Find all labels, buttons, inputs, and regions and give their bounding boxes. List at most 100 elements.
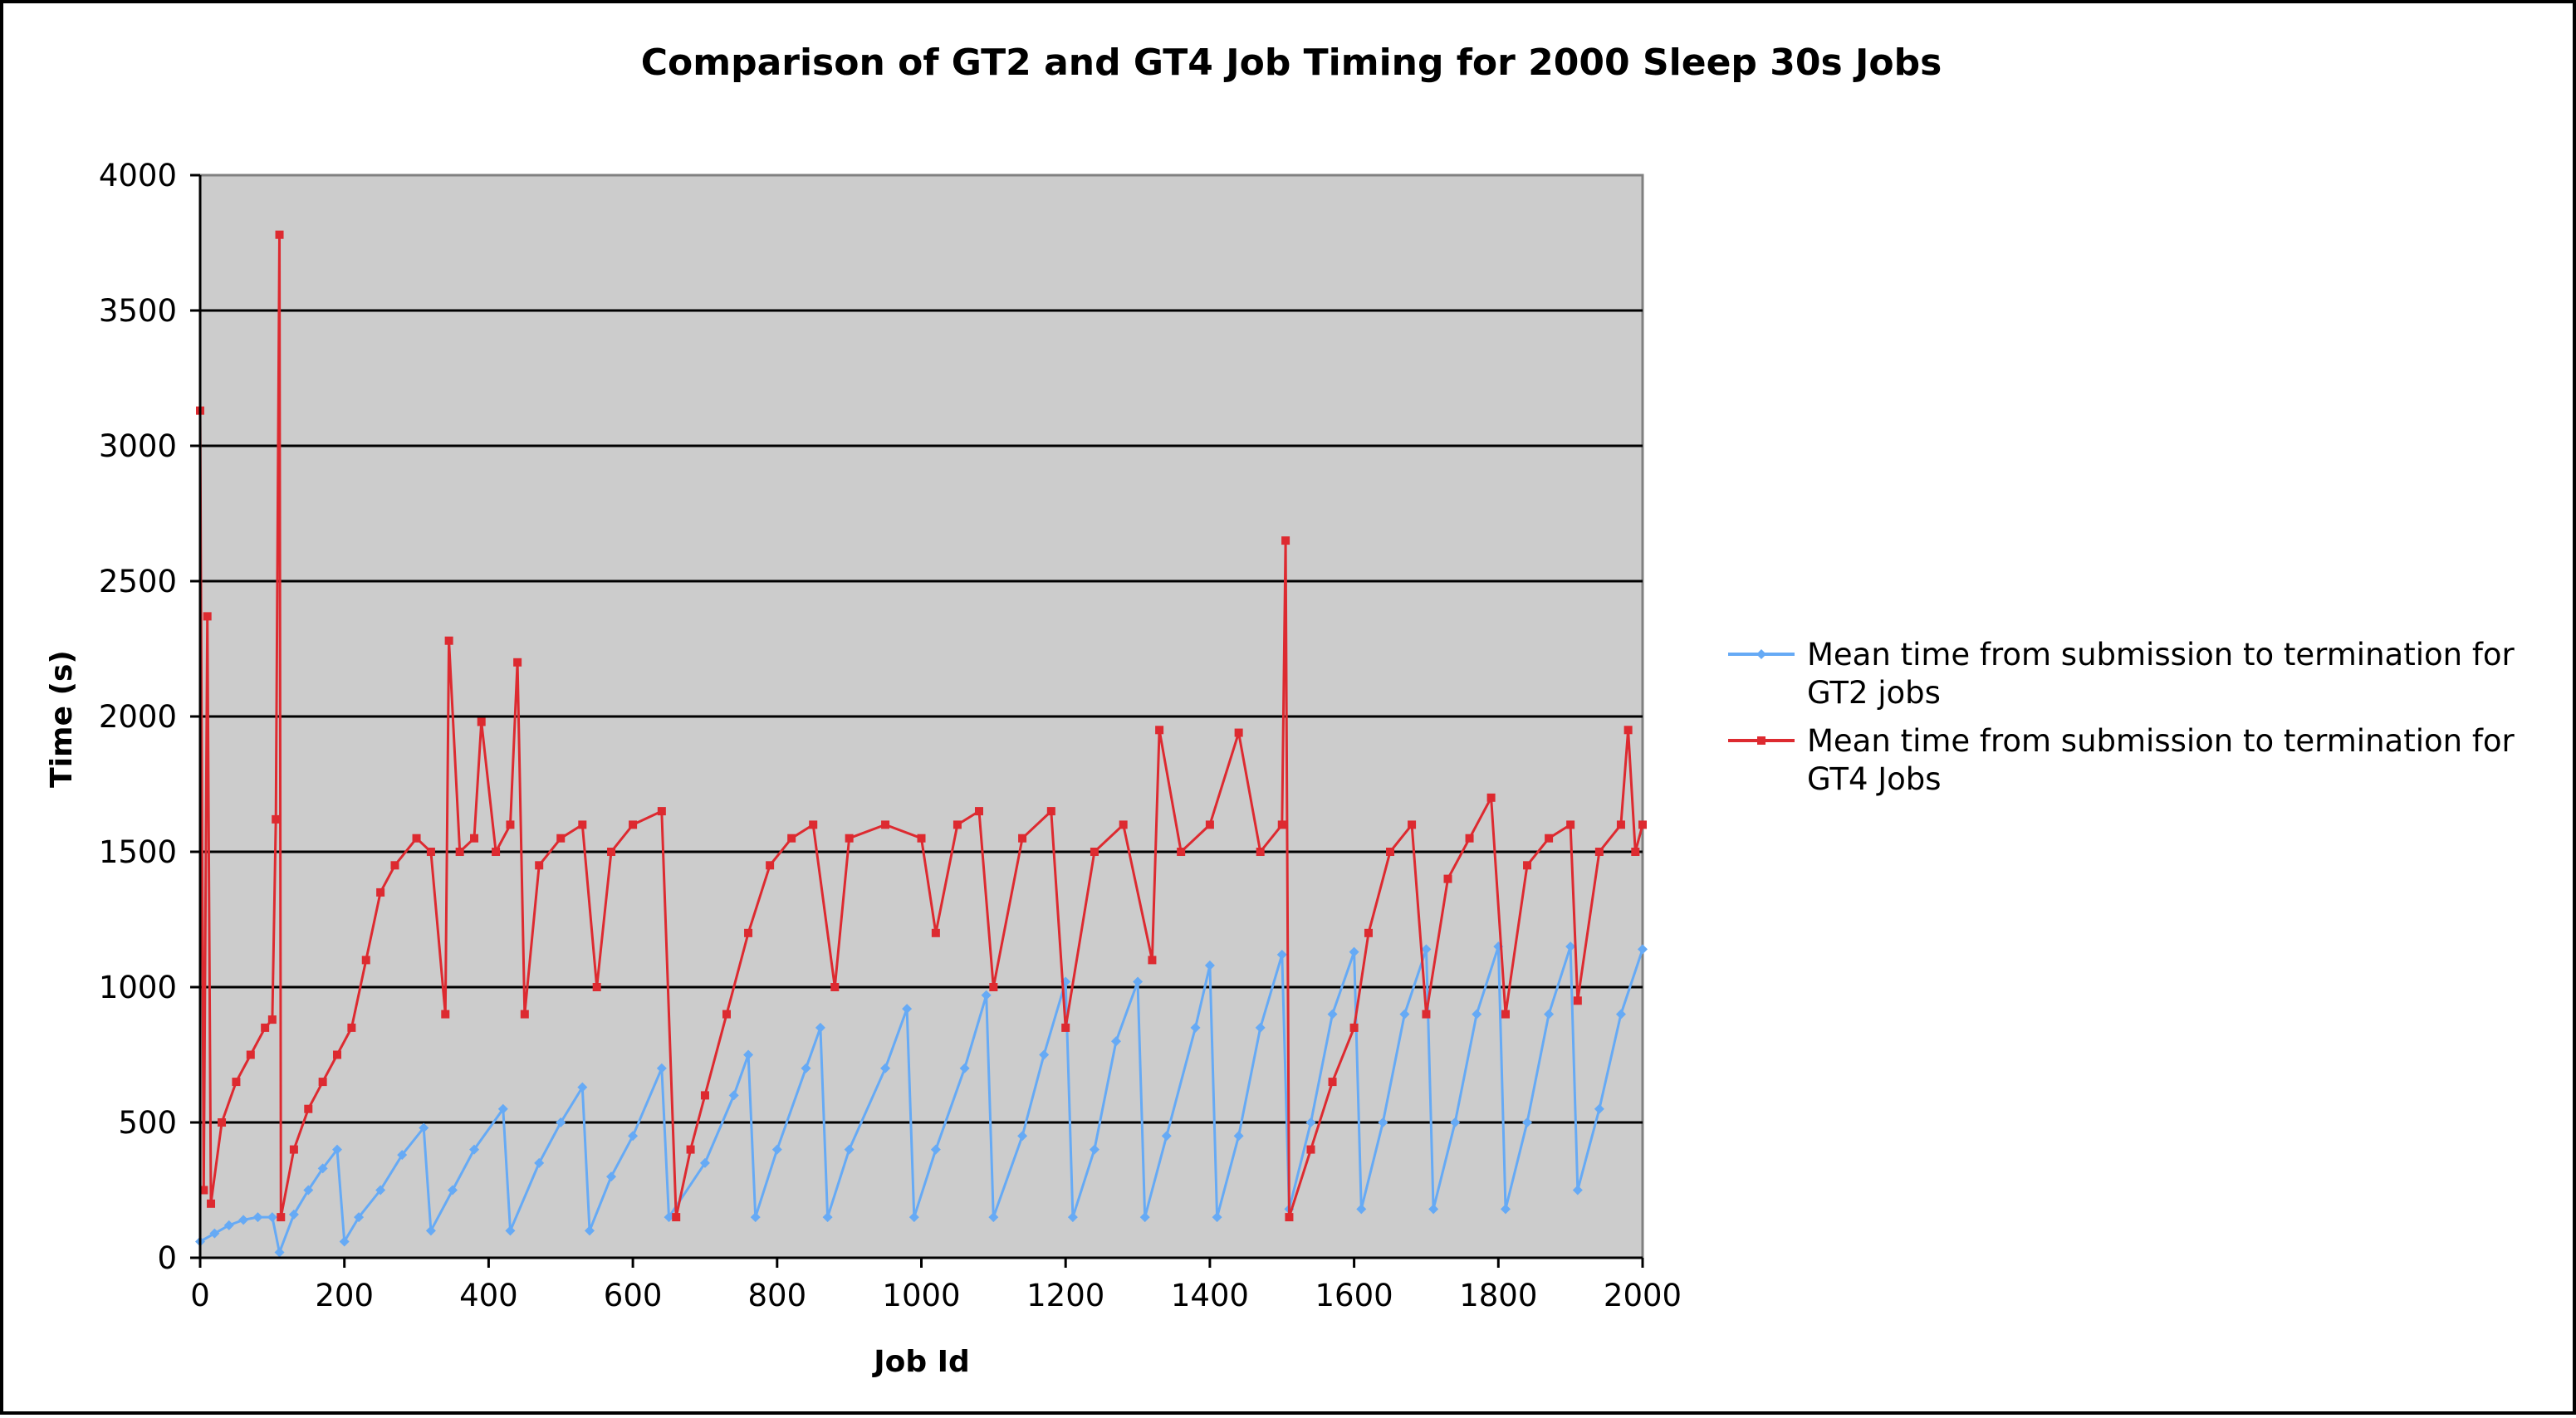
data-point <box>218 1118 227 1127</box>
data-point <box>822 1212 833 1223</box>
data-point <box>497 1103 508 1114</box>
data-point <box>917 834 926 843</box>
data-point <box>534 1157 545 1168</box>
x-tick-label: 2000 <box>1604 1278 1682 1313</box>
data-point <box>556 834 566 843</box>
data-point <box>354 1212 365 1223</box>
data-point <box>656 1063 667 1073</box>
data-point <box>1133 976 1144 987</box>
data-point <box>203 612 212 621</box>
data-point <box>750 1212 761 1223</box>
data-point <box>1327 1009 1338 1019</box>
data-point <box>1386 848 1395 856</box>
data-point <box>1204 960 1215 971</box>
data-point <box>1399 1009 1410 1019</box>
data-point <box>274 1247 285 1258</box>
data-point <box>1523 861 1532 870</box>
x-tick-label: 400 <box>459 1278 518 1313</box>
data-point <box>801 1063 811 1073</box>
data-point <box>332 1144 343 1155</box>
data-point <box>390 861 399 870</box>
data-point <box>455 848 464 856</box>
data-point <box>672 1213 681 1222</box>
data-point <box>419 1122 429 1133</box>
y-tick-label: 0 <box>157 1240 177 1276</box>
data-point <box>397 1150 408 1161</box>
data-point <box>1631 848 1640 856</box>
data-point <box>288 1209 299 1220</box>
data-point <box>902 1004 913 1015</box>
data-point <box>1428 1204 1439 1215</box>
data-point <box>1119 820 1128 829</box>
data-point <box>881 820 890 829</box>
gridlines <box>200 309 1643 1124</box>
data-point <box>505 1225 516 1236</box>
data-point <box>1356 1204 1367 1215</box>
data-point <box>1615 1009 1626 1019</box>
data-point <box>1190 1022 1201 1033</box>
data-point <box>743 1049 754 1060</box>
data-point <box>988 1212 999 1223</box>
data-point <box>845 834 854 843</box>
data-point <box>317 1163 328 1174</box>
data-point <box>1522 1117 1533 1127</box>
x-tick-label: 200 <box>315 1278 374 1313</box>
series-line-1 <box>199 945 1644 1254</box>
series-line-2 <box>198 233 1644 1219</box>
data-point <box>1638 820 1647 829</box>
data-point <box>376 887 385 897</box>
data-point <box>1067 1212 1078 1223</box>
data-point <box>492 848 501 856</box>
data-point <box>556 1117 566 1127</box>
x-tick-label: 1800 <box>1459 1278 1537 1313</box>
data-point <box>1378 1117 1388 1127</box>
data-point <box>1256 848 1265 856</box>
data-point <box>722 1010 732 1019</box>
data-point <box>347 1023 356 1032</box>
data-point <box>1089 1144 1099 1155</box>
data-point <box>1061 1023 1070 1032</box>
data-point <box>447 1185 458 1196</box>
data-point <box>657 807 666 816</box>
data-point <box>1017 1131 1028 1142</box>
data-point <box>607 848 616 856</box>
data-point <box>441 1010 450 1019</box>
data-point <box>339 1236 350 1247</box>
data-point <box>1594 848 1604 856</box>
data-point <box>1616 820 1625 829</box>
data-point <box>469 1144 480 1155</box>
data-point <box>267 1015 277 1024</box>
data-point <box>375 1185 386 1196</box>
data-point <box>1501 1010 1510 1019</box>
legend-label: Mean time from submission to termination… <box>1807 723 2515 797</box>
legend-entry-2: Mean time from submission to termination… <box>1728 723 2515 797</box>
legend-marker <box>1756 649 1766 659</box>
y-tick-label: 4000 <box>99 158 177 193</box>
data-point <box>277 1213 286 1222</box>
data-point <box>1450 1117 1461 1127</box>
data-point <box>1277 820 1286 829</box>
data-point <box>304 1104 313 1113</box>
data-point <box>275 230 284 239</box>
data-point <box>584 1225 595 1236</box>
data-point <box>1638 944 1648 955</box>
data-point <box>880 1063 891 1073</box>
data-point <box>303 1185 314 1196</box>
data-point <box>931 928 940 937</box>
data-point <box>578 820 587 829</box>
data-point <box>1161 1131 1172 1142</box>
y-tick-label: 3500 <box>99 293 177 329</box>
data-point <box>577 1082 588 1093</box>
data-point <box>686 1145 695 1154</box>
data-point <box>1205 820 1214 829</box>
data-point <box>1305 1117 1316 1127</box>
data-point <box>728 1090 739 1101</box>
data-point <box>1566 820 1575 829</box>
data-point <box>1472 1009 1482 1019</box>
data-point <box>361 956 370 965</box>
data-point <box>1349 1023 1359 1032</box>
data-point <box>629 820 638 829</box>
chart-title: Comparison of GT2 and GT4 Job Timing for… <box>641 42 1942 84</box>
data-point <box>1421 944 1432 955</box>
axes: 0 500 1000 1500 2000 2500 3000 3500 4000 0 200 400 6… <box>99 158 1682 1313</box>
